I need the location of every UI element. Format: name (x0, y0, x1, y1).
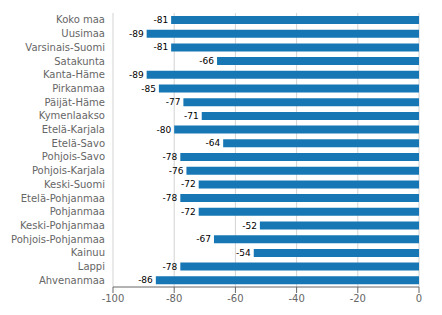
svg-text:Pohjois-Savo: Pohjois-Savo (42, 151, 105, 162)
svg-text:-72: -72 (181, 207, 196, 217)
svg-text:-67: -67 (196, 234, 211, 244)
svg-text:-86: -86 (138, 275, 153, 285)
svg-text:Päijät-Häme: Päijät-Häme (45, 97, 105, 108)
svg-text:-85: -85 (141, 84, 156, 94)
svg-text:Varsinais-Suomi: Varsinais-Suomi (25, 42, 105, 53)
svg-text:-100: -100 (102, 293, 125, 304)
svg-text:-81: -81 (153, 15, 168, 25)
svg-text:-78: -78 (163, 262, 178, 272)
svg-text:-54: -54 (236, 248, 251, 258)
svg-text:Etelä-Karjala: Etelä-Karjala (42, 124, 105, 135)
svg-text:Lappi: Lappi (78, 261, 105, 272)
svg-text:Pohjois-Karjala: Pohjois-Karjala (32, 165, 105, 176)
svg-text:Koko maa: Koko maa (56, 14, 105, 25)
svg-text:-78: -78 (163, 193, 178, 203)
svg-text:-80: -80 (156, 125, 171, 135)
svg-text:Etelä-Pohjanmaa: Etelä-Pohjanmaa (21, 193, 105, 204)
svg-text:Kymenlaakso: Kymenlaakso (39, 110, 105, 121)
svg-text:-89: -89 (129, 70, 144, 80)
svg-text:Keski-Suomi: Keski-Suomi (44, 179, 105, 190)
svg-text:-60: -60 (227, 293, 243, 304)
svg-text:-77: -77 (166, 97, 181, 107)
svg-text:-72: -72 (181, 179, 196, 189)
svg-text:Pohjois-Pohjanmaa: Pohjois-Pohjanmaa (11, 234, 105, 245)
svg-text:-76: -76 (169, 166, 184, 176)
svg-text:-66: -66 (199, 56, 214, 66)
svg-text:Pohjanmaa: Pohjanmaa (50, 206, 105, 217)
svg-text:-64: -64 (205, 138, 220, 148)
svg-text:Uusimaa: Uusimaa (61, 28, 105, 39)
svg-text:0: 0 (416, 293, 422, 304)
svg-text:-78: -78 (163, 152, 178, 162)
svg-text:Kanta-Häme: Kanta-Häme (43, 69, 105, 80)
svg-text:Etelä-Savo: Etelä-Savo (52, 138, 105, 149)
svg-text:Satakunta: Satakunta (54, 56, 105, 67)
svg-text:-89: -89 (129, 29, 144, 39)
svg-text:Pirkanmaa: Pirkanmaa (52, 83, 105, 94)
svg-text:-81: -81 (153, 42, 168, 52)
svg-text:Ahvenanmaa: Ahvenanmaa (39, 275, 105, 286)
svg-text:Keski-Pohjanmaa: Keski-Pohjanmaa (20, 220, 105, 231)
svg-text:-71: -71 (184, 111, 199, 121)
svg-text:-40: -40 (288, 293, 304, 304)
svg-text:-20: -20 (350, 293, 366, 304)
svg-text:Kainuu: Kainuu (71, 247, 105, 258)
svg-text:-80: -80 (166, 293, 182, 304)
svg-text:-52: -52 (242, 221, 257, 231)
